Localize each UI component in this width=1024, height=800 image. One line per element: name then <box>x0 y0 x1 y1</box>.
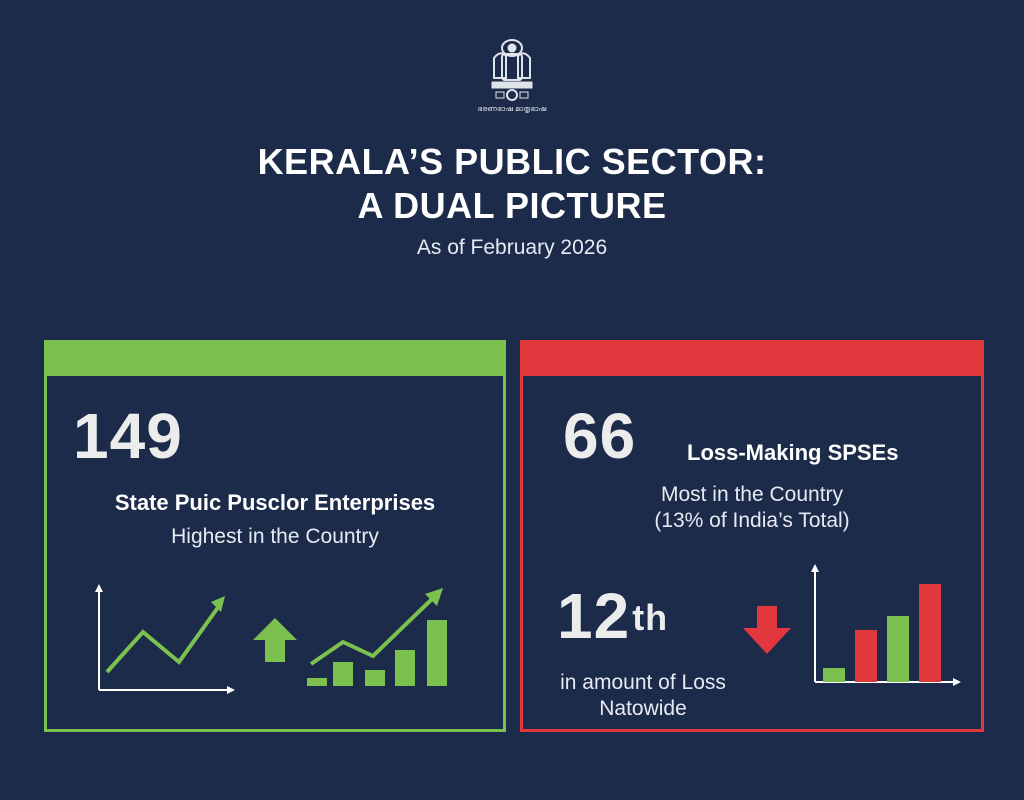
loss-rank-number: 12 <box>557 580 631 652</box>
title-line-1: KERALA’S PUBLIC SECTOR: <box>257 141 767 182</box>
bar-chart-up-icon <box>307 588 447 686</box>
loss-making-label: Loss-Making SPSEs <box>687 440 899 465</box>
bar-chart-icon <box>811 564 961 686</box>
emblem-icon <box>491 39 533 101</box>
arrow-down-icon <box>743 606 791 654</box>
loss-rank-line-1: in amount of Loss <box>560 671 726 694</box>
enterprises-card: 149 State Puic Pusclor Enterprises Highe… <box>44 340 506 732</box>
loss-rank: 12th <box>557 584 668 648</box>
green-header-bar <box>44 340 506 376</box>
loss-rank-suffix: th <box>632 597 669 638</box>
enterprises-count: 149 <box>73 400 183 472</box>
loss-making-subline-2: (13% of India’s Total) <box>654 509 850 532</box>
state-emblem: ഭരണഭാഷ മാതൃഭാഷ <box>478 34 546 120</box>
emblem-caption: ഭരണഭാഷ മാതൃഭാഷ <box>477 106 547 113</box>
loss-rank-line-2: Natowide <box>599 697 687 720</box>
arrow-up-icon <box>253 618 297 662</box>
loss-making-count: 66 <box>563 400 637 472</box>
page-title: KERALA’S PUBLIC SECTOR: A DUAL PICTURE <box>0 140 1024 228</box>
loss-making-subline-1: Most in the Country <box>660 483 844 506</box>
loss-making-card: 66 Loss-Making SPSEs Most in the Country… <box>520 340 984 732</box>
enterprises-headline: State Puic Pusclor Enterprises <box>114 490 436 515</box>
red-header-bar <box>520 340 984 376</box>
line-chart-up-icon <box>95 584 235 694</box>
title-line-2: A DUAL PICTURE <box>357 185 667 226</box>
page-subtitle: As of February 2026 <box>416 236 608 259</box>
enterprises-subline: Highest in the Country <box>171 525 379 548</box>
